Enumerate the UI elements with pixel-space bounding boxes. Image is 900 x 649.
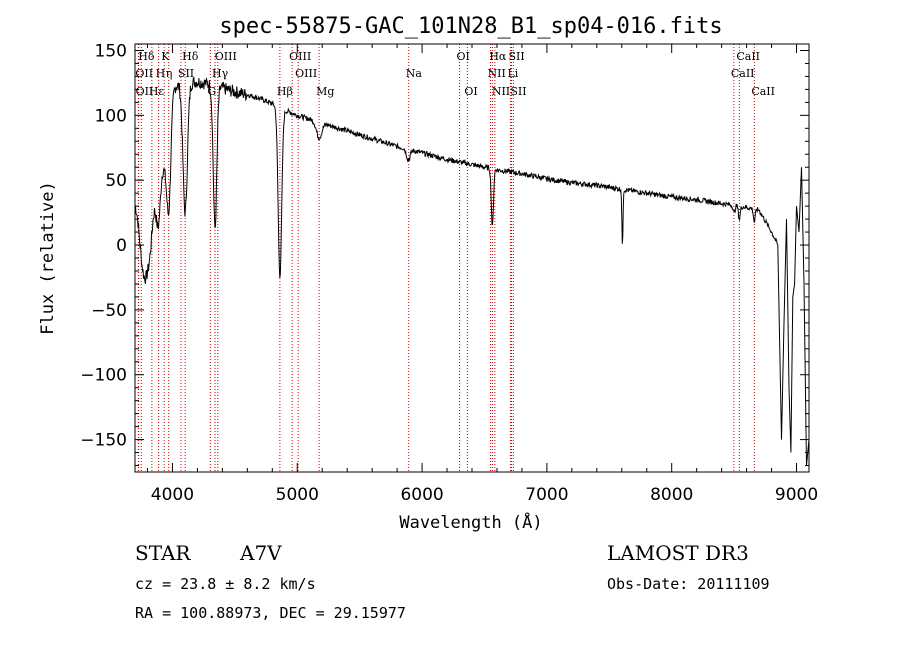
line-label-7: SII xyxy=(178,67,194,80)
line-label-3: Hε xyxy=(149,85,165,98)
line-label-1: OII xyxy=(135,67,153,80)
y-tick-label-2: −50 xyxy=(91,301,127,321)
line-label-26: CaII xyxy=(731,67,755,80)
y-tick-label-1: −100 xyxy=(80,366,127,386)
spectral-line-markers xyxy=(137,44,755,472)
line-label-2: OII xyxy=(136,85,154,98)
x-axis-ticks: 4000 5000 6000 7000 8000 9000 xyxy=(146,44,818,505)
spectrum-series xyxy=(135,76,809,466)
line-label-21: NII xyxy=(492,85,510,98)
x-tick-label-0: 4000 xyxy=(151,485,194,505)
line-label-19: Hα xyxy=(489,50,507,63)
line-label-8: Hδ xyxy=(182,50,199,63)
chart-title: spec-55875-GAC_101N28_B1_sp04-016.fits xyxy=(219,14,722,39)
y-tick-label-5: 100 xyxy=(95,106,127,126)
y-axis-ticks: −150 −100 −50 0 50 100 150 xyxy=(80,41,809,467)
spectral-subclass: A7V xyxy=(239,541,282,565)
line-label-18: OI xyxy=(464,85,477,98)
line-label-14: OIII xyxy=(295,67,317,80)
line-label-0: Hδ xyxy=(138,50,155,63)
y-axis-label: Flux (relative) xyxy=(38,181,58,335)
x-tick-label-2: 6000 xyxy=(400,485,443,505)
y-tick-label-4: 50 xyxy=(105,171,127,191)
line-label-20: NII xyxy=(487,67,505,80)
line-label-10: Hγ xyxy=(212,67,229,80)
coordinates-text: RA = 100.88973, DEC = 29.15977 xyxy=(135,604,406,622)
line-label-4: K xyxy=(161,50,170,63)
y-tick-label-3: 0 xyxy=(116,236,127,256)
line-label-22: SII xyxy=(508,50,524,63)
line-label-11: G xyxy=(207,85,216,98)
line-label-9: OIII xyxy=(215,50,237,63)
line-label-16: Na xyxy=(406,67,423,80)
survey-name: LAMOST DR3 xyxy=(607,541,749,565)
x-tick-label-1: 5000 xyxy=(276,485,319,505)
line-label-13: OIII xyxy=(289,50,311,63)
object-class: STAR xyxy=(135,541,191,565)
line-label-12: Hβ xyxy=(277,85,293,98)
x-tick-label-4: 8000 xyxy=(650,485,693,505)
line-label-17: OI xyxy=(457,50,470,63)
obs-date-text: Obs-Date: 20111109 xyxy=(607,575,770,593)
x-axis-label: Wavelength (Å) xyxy=(399,511,542,533)
spectrum-line xyxy=(135,76,809,466)
line-label-24: SII xyxy=(510,85,526,98)
y-tick-label-6: 150 xyxy=(95,41,127,61)
line-label-27: CaII xyxy=(751,85,775,98)
x-tick-label-5: 9000 xyxy=(775,485,818,505)
y-tick-label-0: −150 xyxy=(80,431,127,451)
line-label-5: H xyxy=(156,67,166,80)
line-label-25: CaII xyxy=(736,50,760,63)
plot-frame xyxy=(134,43,810,473)
line-label-6: η xyxy=(166,67,173,80)
redshift-text: cz = 23.8 ± 8.2 km/s xyxy=(135,575,316,593)
line-label-15: Mg xyxy=(316,85,334,98)
x-tick-label-3: 7000 xyxy=(525,485,568,505)
line-label-23: Li xyxy=(507,67,518,80)
